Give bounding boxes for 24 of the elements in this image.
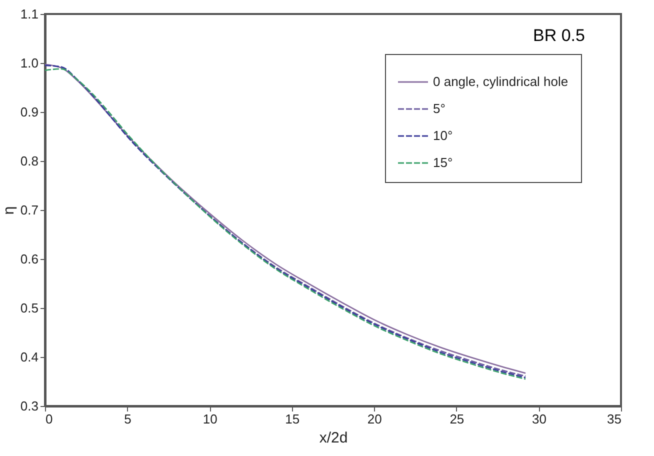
y-tick-label: 0.7 (20, 202, 38, 218)
y-tick-label: 0.3 (20, 398, 38, 414)
y-tick-label: 1.0 (20, 56, 38, 70)
y-axis-title: η (0, 206, 18, 215)
x-tick-label: 30 (532, 412, 546, 426)
annotation: BR 0.5 (533, 26, 585, 45)
y-tick-label: 0.9 (20, 104, 38, 120)
y-tick-label: 0.4 (20, 350, 38, 364)
x-axis-title: x/2d (319, 430, 348, 446)
x-tick-label: 10 (202, 412, 218, 426)
legend-label: 0 angle, cylindrical hole (433, 74, 568, 89)
x-tick-label: 5 (124, 412, 132, 426)
x-tick-label: 0 (46, 412, 53, 426)
legend-label: 15° (433, 155, 453, 170)
legend-label: 5° (433, 101, 446, 116)
y-tick-label: 0.8 (20, 154, 38, 168)
y-tick-label: 0.5 (20, 300, 38, 316)
legend-label: 10° (433, 128, 453, 143)
x-tick-label: 20 (367, 412, 382, 426)
x-tick-label: 35 (607, 412, 622, 426)
y-tick-label: 0.6 (20, 252, 38, 266)
x-tick-label: 25 (450, 412, 464, 426)
x-tick-label: 15 (285, 412, 300, 426)
y-tick-label: 1.1 (20, 6, 38, 22)
